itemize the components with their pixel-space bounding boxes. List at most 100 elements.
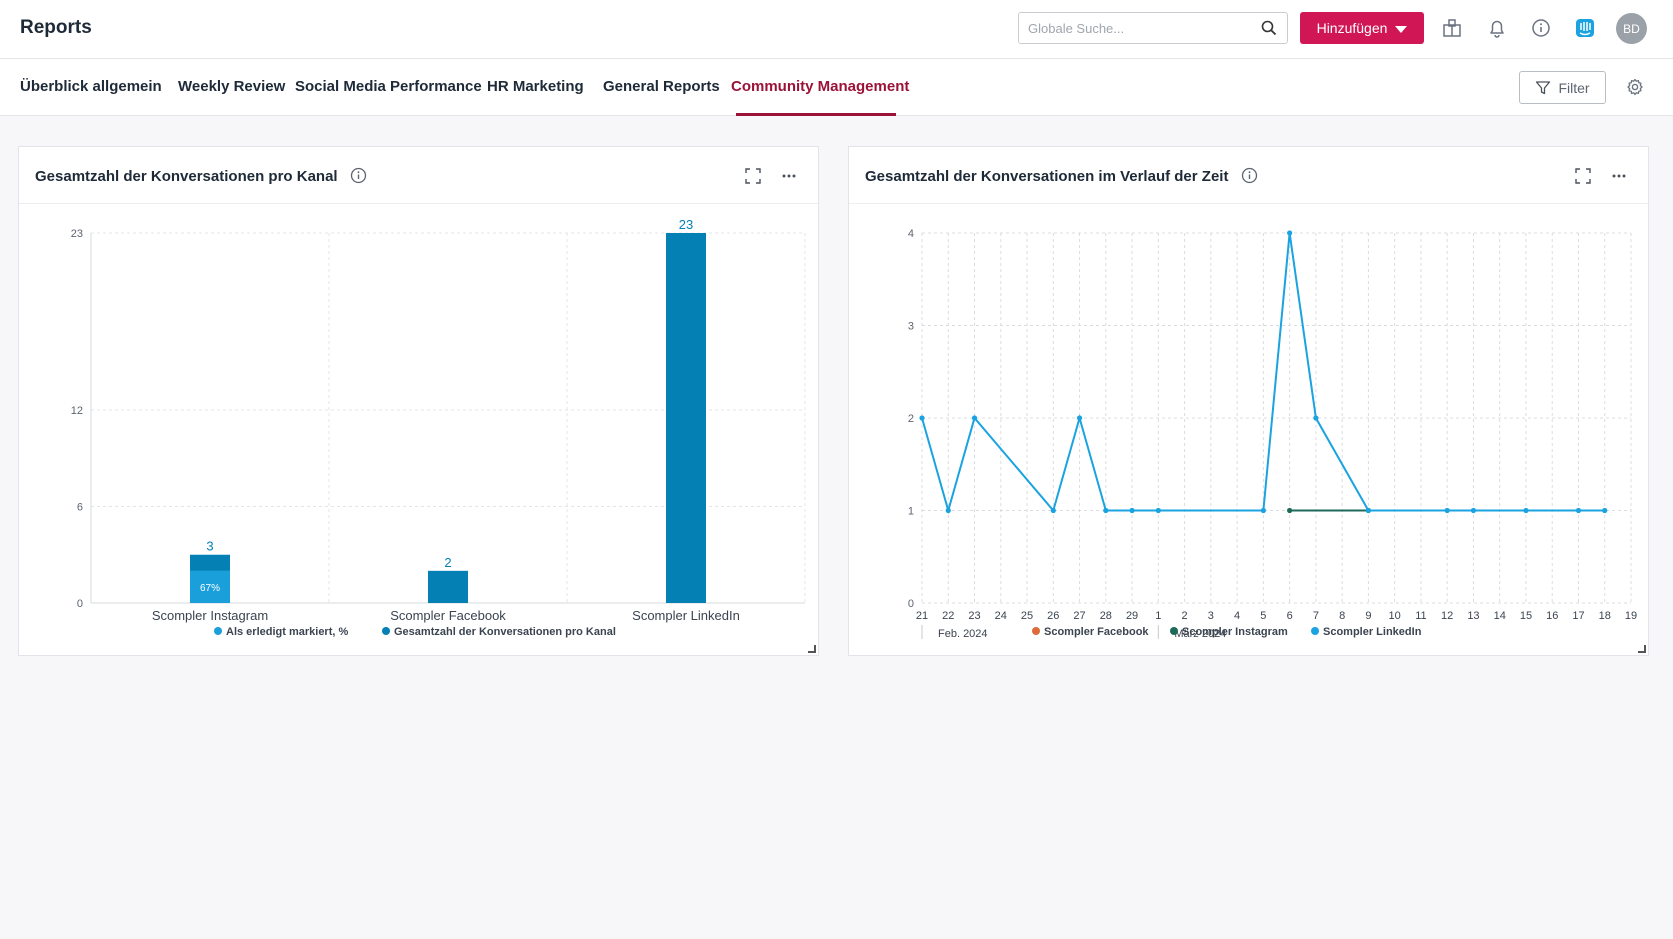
x-tick-label: 26 (1047, 610, 1059, 622)
more-options-icon[interactable] (779, 166, 799, 186)
intercom-icon[interactable] (1573, 16, 1597, 40)
y-tick-label: 0 (77, 598, 83, 610)
legend-label: Scompler Facebook (1044, 626, 1149, 638)
gear-icon[interactable] (1623, 75, 1647, 99)
x-category-label: Scompler LinkedIn (632, 608, 740, 623)
x-tick-label: 27 (1073, 610, 1085, 622)
resize-handle-icon[interactable] (1638, 645, 1646, 653)
card-conversations-over-time: Gesamtzahl der Konversationen im Verlauf… (848, 146, 1649, 656)
bar-percent-label: 67% (200, 583, 220, 594)
chevron-down-icon (1395, 25, 1408, 33)
legend-marker (1170, 627, 1178, 635)
data-point (1287, 507, 1293, 514)
data-point (1260, 507, 1266, 514)
page-title: Reports (20, 17, 92, 38)
expand-icon[interactable] (743, 166, 763, 186)
x-tick-label: 18 (1599, 610, 1611, 622)
x-tick-label: 12 (1441, 610, 1453, 622)
filter-button[interactable]: Filter (1519, 71, 1606, 104)
data-point (1365, 507, 1372, 514)
filter-icon (1536, 80, 1551, 94)
month-label: Feb. 2024 (938, 628, 988, 640)
x-tick-label: 10 (1389, 610, 1401, 622)
data-point (1129, 507, 1135, 514)
x-tick-label: 11 (1415, 610, 1426, 622)
tab-hr-marketing[interactable]: HR Marketing (487, 78, 584, 95)
card-title: Gesamtzahl der Konversationen pro Kanal (35, 167, 367, 185)
data-point (1287, 230, 1293, 236)
bar-chart: 0 6 12 23 3 67% Scompler Instagram 2 Scompler Fa… (71, 217, 806, 638)
x-tick-label: 17 (1572, 610, 1584, 622)
legend-label: Scompler Instagram (1182, 626, 1288, 638)
tab-weekly-review[interactable]: Weekly Review (178, 78, 286, 95)
tab-ueberblick-allgemein[interactable]: Überblick allgemein (20, 78, 162, 95)
legend-label: Gesamtzahl der Konversationen pro Kanal (394, 626, 616, 638)
marketplace-icon[interactable] (1440, 16, 1464, 40)
y-tick-label: 23 (71, 228, 83, 240)
y-tick-label: 0 (908, 598, 914, 610)
data-point (1076, 415, 1083, 421)
x-tick-label: 29 (1126, 610, 1138, 622)
resize-handle-icon[interactable] (808, 645, 816, 653)
x-tick-label: 2 (1182, 610, 1188, 622)
legend-marker (214, 627, 222, 635)
x-tick-label: 8 (1339, 610, 1345, 622)
legend-marker (1311, 627, 1319, 635)
legend-label: Scompler LinkedIn (1323, 626, 1422, 638)
tab-bar: Überblick allgemein Weekly Review Social… (0, 59, 1673, 116)
bar-total (666, 233, 706, 603)
bar-done-percent (190, 570, 230, 603)
x-tick-label: 22 (942, 610, 954, 622)
help-info-icon[interactable] (1529, 16, 1553, 40)
bell-icon[interactable] (1485, 16, 1509, 40)
data-point (1602, 507, 1608, 514)
legend-marker (382, 627, 390, 635)
card-header: Gesamtzahl der Konversationen im Verlauf… (849, 147, 1648, 204)
x-tick-label: 16 (1546, 610, 1558, 622)
tab-social-media-performance[interactable]: Social Media Performance (295, 78, 482, 95)
card-conversations-per-channel: Gesamtzahl der Konversationen pro Kanal … (18, 146, 819, 656)
card-title-text: Gesamtzahl der Konversationen im Verlauf… (865, 168, 1229, 185)
filter-label: Filter (1558, 79, 1590, 96)
x-tick-label: 25 (1021, 610, 1033, 622)
x-tick-label: 3 (1208, 610, 1214, 622)
x-tick-label: 19 (1625, 610, 1637, 622)
info-icon[interactable] (1241, 167, 1258, 184)
expand-icon[interactable] (1573, 166, 1593, 186)
search-input[interactable] (1028, 13, 1248, 43)
bar-value-label: 2 (444, 555, 451, 570)
data-point (1103, 507, 1109, 514)
data-point (1575, 507, 1582, 514)
bar-value-label: 3 (206, 539, 213, 554)
x-tick-label: 6 (1287, 610, 1293, 622)
x-tick-label: 28 (1100, 610, 1112, 622)
tab-general-reports[interactable]: General Reports (603, 78, 720, 95)
tab-community-management[interactable]: Community Management (731, 78, 910, 95)
global-search[interactable] (1018, 12, 1288, 44)
top-bar: Reports Hinzufügen BD (0, 0, 1673, 59)
card-title-text: Gesamtzahl der Konversationen pro Kanal (35, 168, 338, 185)
more-options-icon[interactable] (1609, 166, 1629, 186)
search-icon[interactable] (1261, 20, 1277, 41)
bar-value-label: 23 (679, 217, 693, 232)
legend-marker (1032, 627, 1040, 635)
x-tick-label: 23 (968, 610, 980, 622)
legend-label: Als erledigt markiert, % (226, 626, 348, 638)
x-tick-label: 4 (1234, 610, 1240, 622)
x-category-label: Scompler Instagram (152, 608, 268, 623)
x-tick-label: 15 (1520, 610, 1532, 622)
data-point (1155, 507, 1161, 514)
add-button[interactable]: Hinzufügen (1300, 12, 1424, 44)
y-tick-label: 12 (71, 405, 83, 417)
data-point (971, 415, 978, 421)
x-tick-label: 21 (916, 610, 928, 622)
x-tick-label: 7 (1313, 610, 1319, 622)
x-tick-label: 24 (995, 610, 1007, 622)
data-point (1523, 507, 1529, 514)
y-tick-label: 1 (908, 506, 914, 518)
info-icon[interactable] (350, 167, 367, 184)
add-button-label: Hinzufügen (1316, 20, 1388, 36)
data-point (945, 507, 951, 514)
y-tick-label: 4 (908, 228, 914, 240)
avatar[interactable]: BD (1616, 13, 1647, 44)
